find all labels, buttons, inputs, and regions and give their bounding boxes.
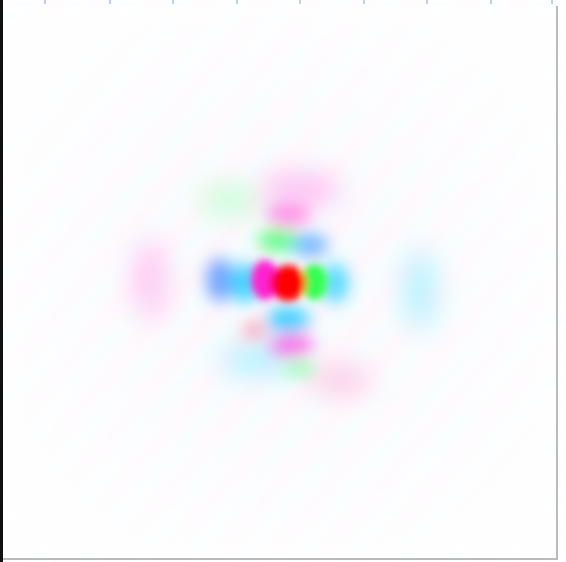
interference-image xyxy=(0,0,566,562)
page xyxy=(0,0,566,562)
left-border xyxy=(0,0,3,562)
core xyxy=(251,260,327,301)
right-border xyxy=(556,6,558,558)
bottom-border xyxy=(3,558,558,560)
